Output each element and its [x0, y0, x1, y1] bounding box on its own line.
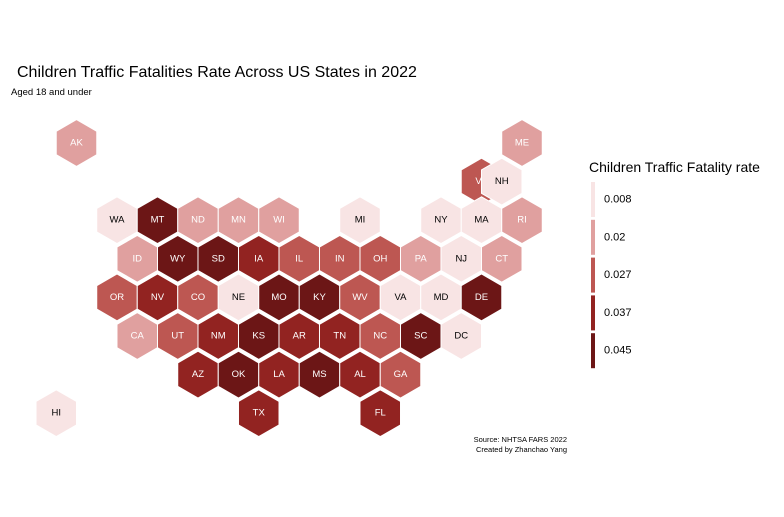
state-label-co: CO	[191, 292, 205, 303]
hex-nh	[480, 157, 523, 206]
state-label-ma: MA	[474, 215, 489, 226]
state-label-ms: MS	[312, 369, 326, 380]
chart-subtitle: Aged 18 and under	[11, 87, 92, 98]
state-label-oh: OH	[373, 253, 387, 264]
hex-tx	[237, 389, 280, 438]
state-label-va: VA	[395, 292, 408, 303]
hex-wi	[258, 196, 300, 245]
hex-ri	[501, 196, 543, 245]
legend-swatch-1	[591, 219, 595, 255]
legend-title: Children Traffic Fatality rate	[589, 159, 760, 175]
state-label-wa: WA	[110, 215, 126, 226]
state-label-ks: KS	[252, 331, 265, 342]
legend-label-4: 0.045	[604, 345, 632, 357]
legend-label-2: 0.027	[604, 269, 632, 281]
legend-swatch-4	[591, 333, 595, 369]
state-label-ut: UT	[171, 331, 184, 342]
state-label-ia: IA	[254, 253, 264, 264]
legend-swatch-0	[591, 182, 595, 217]
legend-label-1: 0.02	[604, 231, 625, 243]
state-label-nv: NV	[151, 292, 165, 303]
hex-hi	[35, 389, 78, 438]
state-label-sc: SC	[414, 331, 427, 342]
state-label-sd: SD	[212, 253, 225, 264]
state-label-mt: MT	[151, 215, 165, 226]
state-label-ar: AR	[293, 331, 306, 342]
state-hexes: AKMEVTNHWAMTNDMNWIMINYMARIIDWYSDIAILINOH…	[35, 119, 543, 438]
state-label-il: IL	[295, 253, 303, 264]
state-label-tx: TX	[253, 408, 266, 419]
state-label-pa: PA	[415, 253, 428, 264]
legend-swatch-2	[591, 257, 595, 293]
state-label-mo: MO	[271, 292, 286, 303]
state-label-ky: KY	[313, 292, 326, 303]
state-label-fl: FL	[375, 408, 386, 419]
state-label-ok: OK	[232, 369, 246, 380]
caption-author: Created by Zhanchao Yang	[476, 445, 567, 454]
state-label-mi: MI	[355, 215, 366, 226]
state-label-id: ID	[133, 253, 143, 264]
state-label-ca: CA	[131, 331, 145, 342]
state-label-mn: MN	[231, 215, 246, 226]
legend-swatch-3	[591, 295, 595, 331]
legend: 0.008 0.02 0.027 0.037 0.045	[591, 182, 632, 369]
hex-de	[460, 273, 503, 322]
caption-source: Source: NHTSA FARS 2022	[474, 435, 567, 444]
hex-ak	[55, 119, 98, 167]
state-label-wi: WI	[273, 215, 285, 226]
state-label-nd: ND	[191, 215, 205, 226]
state-label-az: AZ	[192, 369, 204, 380]
state-label-la: LA	[273, 369, 285, 380]
hex-dc	[440, 312, 483, 360]
state-label-me: ME	[515, 138, 529, 149]
state-label-or: OR	[110, 292, 124, 303]
state-label-wy: WY	[170, 253, 186, 264]
hex-fl	[359, 389, 402, 438]
state-label-nj: NJ	[455, 253, 467, 264]
legend-label-3: 0.037	[604, 307, 632, 319]
chart-title: Children Traffic Fatalities Rate Across …	[17, 64, 417, 81]
hex-ct	[480, 234, 523, 283]
hex-mi	[339, 196, 381, 245]
state-label-in: IN	[335, 253, 345, 264]
state-label-wv: WV	[352, 292, 368, 303]
state-label-al: AL	[354, 369, 366, 380]
state-label-hi: HI	[52, 408, 62, 419]
state-label-ak: AK	[70, 138, 83, 149]
state-label-de: DE	[475, 292, 488, 303]
hex-ga	[379, 350, 422, 399]
state-label-ne: NE	[232, 292, 245, 303]
state-label-ct: CT	[495, 253, 508, 264]
state-label-ga: GA	[394, 369, 408, 380]
state-label-ny: NY	[434, 215, 448, 226]
state-label-nc: NC	[373, 331, 387, 342]
state-label-nm: NM	[211, 331, 226, 342]
legend-label-0: 0.008	[604, 194, 632, 206]
state-label-tn: TN	[333, 331, 346, 342]
state-label-nh: NH	[495, 176, 509, 187]
state-label-md: MD	[434, 292, 449, 303]
state-label-ri: RI	[517, 215, 527, 226]
state-label-dc: DC	[454, 331, 468, 342]
hex-me	[501, 119, 543, 167]
